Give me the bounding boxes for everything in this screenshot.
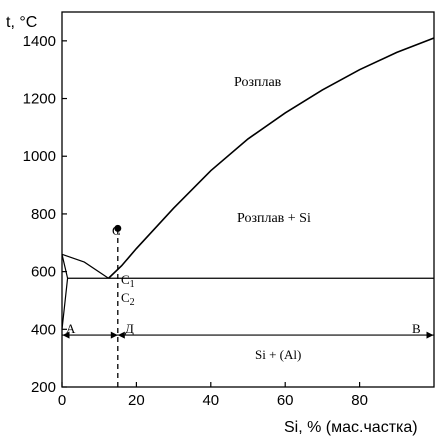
- point-label-c1: C1: [121, 272, 135, 290]
- y-tick-label: 1200: [23, 91, 56, 108]
- plot-frame: [61, 11, 435, 388]
- arrowhead-b: [426, 331, 434, 339]
- y-tick-label: 1000: [23, 148, 56, 165]
- point-label-c: C: [112, 223, 121, 238]
- y-tick-label: 200: [31, 379, 56, 396]
- arrowhead-d-left: [110, 331, 118, 339]
- x-tick-label: 80: [351, 392, 368, 409]
- liquidus-si-curve: [107, 37, 435, 279]
- y-tick-label: 400: [31, 321, 56, 338]
- solvus-curve: [61, 254, 69, 330]
- x-tick-label: 40: [202, 392, 219, 409]
- x-axis-title: Si, % (мас.частка): [284, 419, 418, 436]
- y-tick-label: 1400: [23, 33, 56, 50]
- point-c-marker: [114, 224, 122, 232]
- y-axis-title: t, °C: [6, 14, 37, 31]
- y-tick-label: 800: [31, 206, 56, 223]
- region-label-solid: Si + (Al): [255, 347, 301, 362]
- arrowhead-a: [62, 331, 70, 339]
- point-label-b: B: [412, 321, 421, 336]
- x-tick-label: 0: [58, 392, 66, 409]
- region-label-melt: Розплав: [234, 75, 282, 90]
- phase-curves: [61, 37, 435, 330]
- region-label-melt-si: Розплав + Si: [237, 211, 311, 226]
- liquidus-al-curve: [61, 253, 109, 279]
- x-tick-label: 60: [277, 392, 294, 409]
- x-tick-label: 20: [128, 392, 145, 409]
- y-tick-label: 600: [31, 264, 56, 281]
- point-label-c2: C2: [121, 290, 135, 308]
- y-ticks: 200 400 600 800 1000 1200 1400: [23, 33, 67, 396]
- arrowhead-d-right: [117, 331, 125, 339]
- point-label-a: A: [66, 321, 76, 336]
- point-label-d: Д: [125, 321, 134, 336]
- x-ticks: 0 20 40 60 80: [58, 382, 368, 409]
- diagram-marks: [62, 224, 434, 387]
